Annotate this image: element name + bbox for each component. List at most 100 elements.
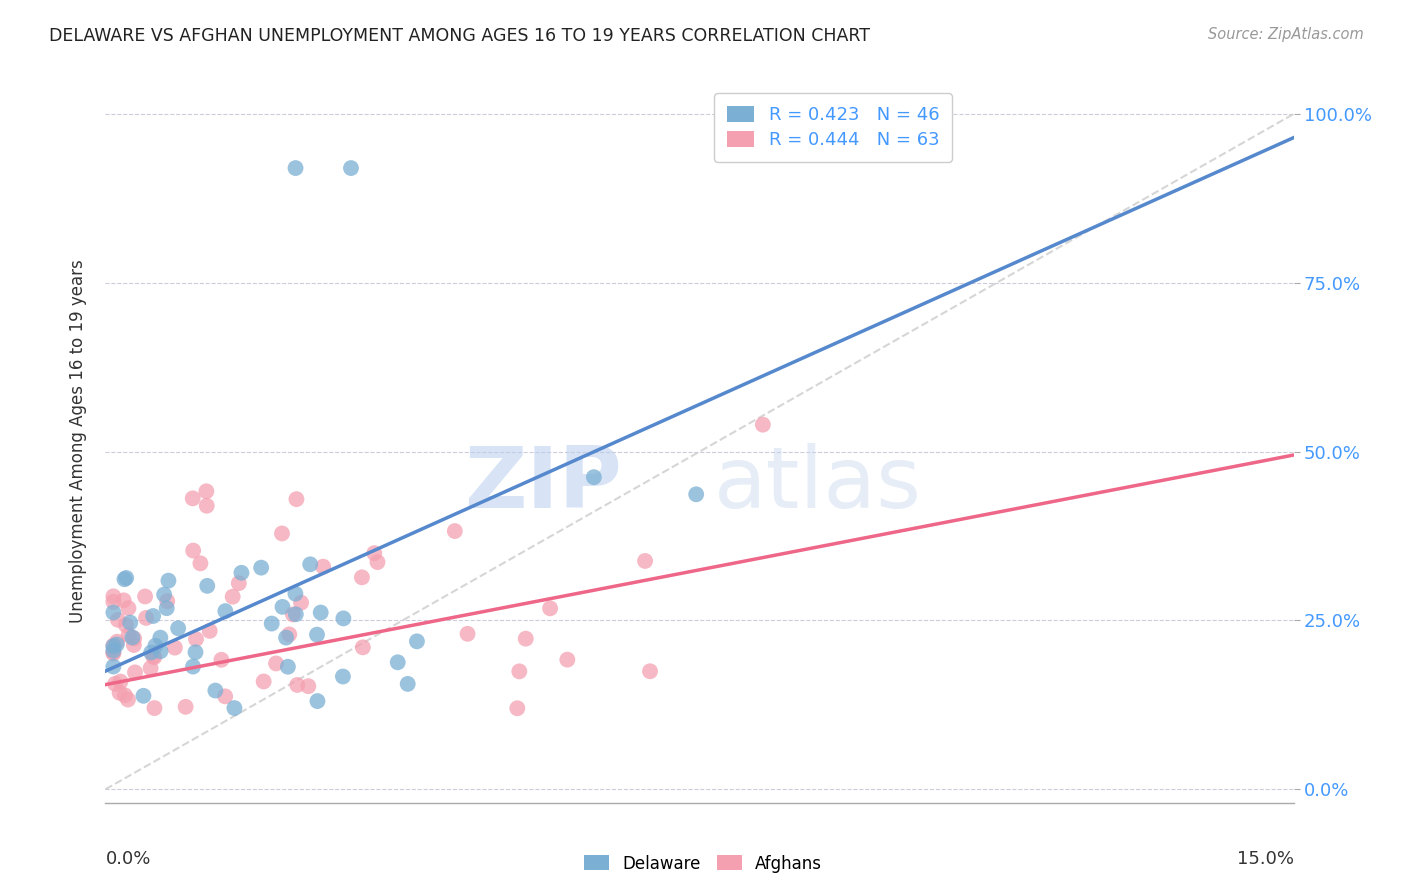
- Point: [145, 639, 167, 653]
- Point: [142, 609, 165, 624]
- Point: [103, 640, 125, 654]
- Point: [184, 645, 207, 659]
- Point: [685, 487, 707, 501]
- Point: [121, 631, 143, 645]
- Point: [107, 613, 129, 627]
- Point: [195, 484, 218, 499]
- Point: [134, 590, 156, 604]
- Point: [538, 601, 561, 615]
- Point: [120, 615, 142, 630]
- Text: Source: ZipAtlas.com: Source: ZipAtlas.com: [1208, 27, 1364, 42]
- Point: [124, 665, 146, 680]
- Point: [332, 669, 354, 683]
- Point: [396, 677, 419, 691]
- Point: [638, 665, 661, 679]
- Point: [122, 632, 145, 646]
- Point: [103, 645, 125, 659]
- Point: [253, 674, 276, 689]
- Point: [103, 639, 125, 653]
- Point: [181, 659, 204, 673]
- Point: [284, 161, 307, 175]
- Point: [506, 701, 529, 715]
- Point: [277, 659, 299, 673]
- Point: [156, 601, 179, 615]
- Point: [115, 571, 138, 585]
- Point: [139, 661, 162, 675]
- Point: [117, 628, 139, 642]
- Point: [108, 686, 131, 700]
- Point: [141, 645, 163, 659]
- Point: [284, 607, 307, 622]
- Point: [340, 161, 363, 175]
- Point: [153, 588, 176, 602]
- Point: [103, 606, 125, 620]
- Point: [274, 631, 297, 645]
- Point: [103, 646, 125, 660]
- Point: [582, 470, 605, 484]
- Point: [634, 554, 657, 568]
- Point: [278, 627, 301, 641]
- Point: [174, 699, 197, 714]
- Point: [181, 543, 204, 558]
- Point: [214, 604, 236, 618]
- Y-axis label: Unemployment Among Ages 16 to 19 years: Unemployment Among Ages 16 to 19 years: [69, 260, 87, 624]
- Point: [406, 634, 429, 648]
- Text: 0.0%: 0.0%: [105, 850, 150, 868]
- Point: [135, 611, 157, 625]
- Point: [285, 492, 308, 507]
- Point: [221, 590, 243, 604]
- Point: [103, 659, 125, 673]
- Point: [260, 616, 283, 631]
- Point: [228, 576, 250, 591]
- Point: [557, 653, 579, 667]
- Point: [167, 621, 190, 635]
- Point: [366, 555, 388, 569]
- Point: [752, 417, 775, 432]
- Point: [142, 649, 165, 664]
- Point: [290, 596, 312, 610]
- Point: [105, 634, 128, 648]
- Point: [350, 570, 373, 584]
- Point: [297, 679, 319, 693]
- Point: [209, 653, 232, 667]
- Point: [190, 557, 212, 571]
- Point: [307, 694, 329, 708]
- Text: ZIP: ZIP: [464, 443, 623, 526]
- Point: [285, 678, 308, 692]
- Point: [195, 499, 218, 513]
- Point: [508, 665, 530, 679]
- Point: [143, 701, 166, 715]
- Point: [117, 601, 139, 615]
- Point: [443, 524, 465, 538]
- Point: [103, 590, 125, 604]
- Point: [149, 631, 172, 645]
- Point: [103, 595, 125, 609]
- Point: [457, 627, 479, 641]
- Point: [149, 644, 172, 658]
- Point: [181, 491, 204, 506]
- Legend: R = 0.423   N = 46, R = 0.444   N = 63: R = 0.423 N = 46, R = 0.444 N = 63: [714, 93, 952, 162]
- Point: [250, 560, 273, 574]
- Text: 15.0%: 15.0%: [1236, 850, 1294, 868]
- Point: [156, 594, 179, 608]
- Point: [281, 607, 304, 622]
- Point: [103, 643, 125, 657]
- Point: [117, 692, 139, 706]
- Point: [299, 558, 322, 572]
- Point: [284, 587, 307, 601]
- Point: [515, 632, 537, 646]
- Point: [122, 638, 145, 652]
- Point: [114, 572, 136, 586]
- Text: atlas: atlas: [714, 443, 922, 526]
- Point: [312, 559, 335, 574]
- Point: [104, 677, 127, 691]
- Point: [204, 683, 226, 698]
- Point: [105, 638, 128, 652]
- Point: [305, 627, 328, 641]
- Point: [132, 689, 155, 703]
- Point: [198, 624, 221, 638]
- Point: [184, 632, 207, 646]
- Point: [163, 640, 186, 655]
- Point: [110, 674, 132, 689]
- Point: [157, 574, 180, 588]
